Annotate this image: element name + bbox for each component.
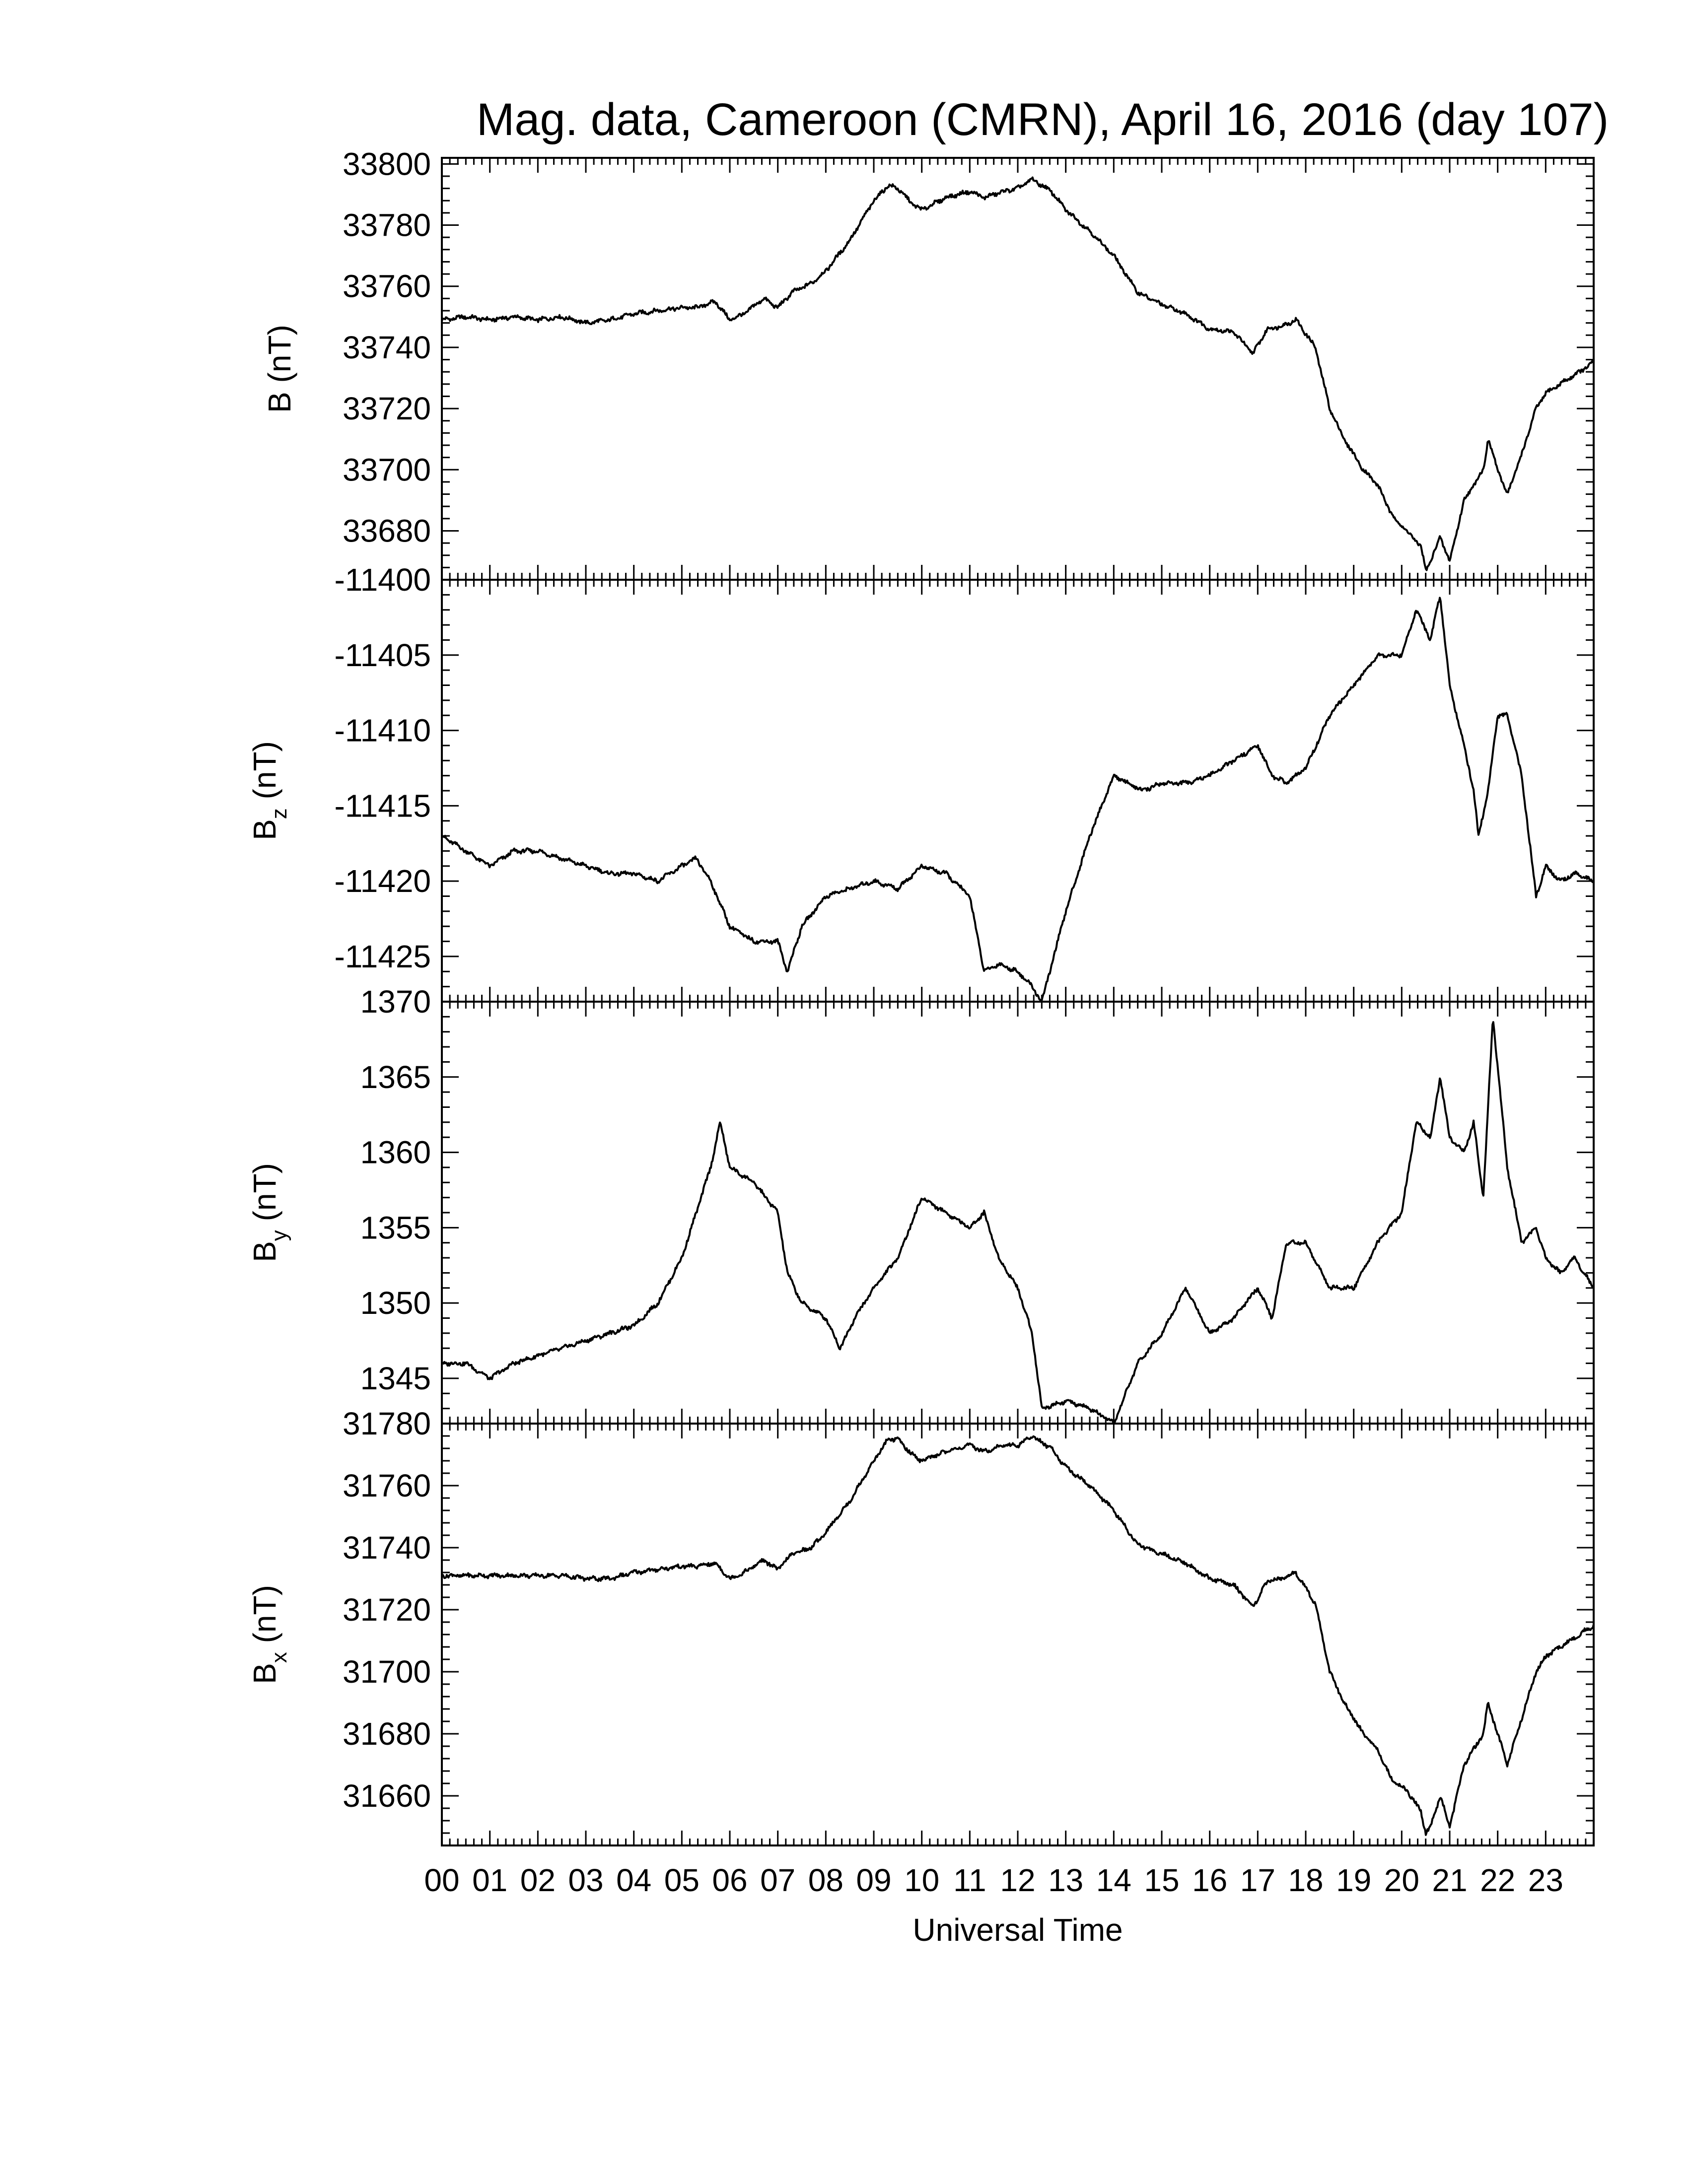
x-tick-label: 16 <box>1192 1862 1227 1898</box>
panel-frame <box>441 1001 1595 1425</box>
y-tick-label: 31780 <box>343 1406 431 1441</box>
x-tick-label: 13 <box>1048 1862 1083 1898</box>
y-tick-label: 31720 <box>343 1592 431 1628</box>
y-tick-label: 33680 <box>343 513 431 548</box>
panel-frame <box>441 1423 1595 1846</box>
x-tick-label: 05 <box>664 1862 700 1898</box>
y-tick-label: 1355 <box>360 1210 431 1245</box>
data-trace <box>441 597 1594 1002</box>
x-tick-label: 09 <box>856 1862 891 1898</box>
x-tick-label: 03 <box>568 1862 603 1898</box>
y-tick-label: -11415 <box>334 788 431 823</box>
y-tick-label: 31660 <box>343 1778 431 1814</box>
y-tick-label: 31700 <box>343 1654 431 1690</box>
x-tick-label: 07 <box>760 1862 795 1898</box>
data-trace <box>441 1435 1595 1836</box>
y-tick-label: 33780 <box>343 207 431 243</box>
x-tick-label: 11 <box>953 1862 986 1898</box>
x-tick-label: 04 <box>616 1862 651 1898</box>
x-tick-label: 17 <box>1240 1862 1275 1898</box>
x-tick-label: 19 <box>1336 1862 1371 1898</box>
x-tick-label: 00 <box>424 1862 459 1898</box>
y-tick-label: 33700 <box>343 452 431 487</box>
y-tick-label: 1365 <box>360 1059 431 1095</box>
y-tick-label: 33720 <box>343 391 431 426</box>
y-tick-label: -11420 <box>334 863 431 899</box>
panel-4: 31660 31680 31700 31720 31740 31760 31780 Bx (n… <box>247 1406 1595 1846</box>
x-tick-label: 23 <box>1528 1862 1563 1898</box>
panel-frame <box>441 579 1595 1003</box>
y-axis-label: Bx (nT) <box>247 1585 291 1684</box>
y-tick-label: 1370 <box>360 984 431 1020</box>
x-tick-label: 21 <box>1432 1862 1467 1898</box>
y-tick-label: -11405 <box>334 637 431 673</box>
data-trace <box>441 1021 1594 1424</box>
y-tick-label: 1345 <box>360 1361 431 1396</box>
y-tick-label: 31760 <box>343 1468 431 1503</box>
y-axis-label: By (nT) <box>247 1163 291 1262</box>
x-tick-label: 08 <box>808 1862 844 1898</box>
x-tick-label: 20 <box>1384 1862 1419 1898</box>
y-tick-label: -11410 <box>334 713 431 749</box>
x-tick-label: 22 <box>1480 1862 1515 1898</box>
chart-title: Mag. data, Cameroon (CMRN), April 16, 20… <box>477 94 1609 145</box>
x-tick-label: 14 <box>1096 1862 1131 1898</box>
x-tick-label: 18 <box>1288 1862 1323 1898</box>
panels-group: 33680 33700 33720 33740 33760 33780 33800 B (nT… <box>247 146 1595 1898</box>
x-tick-label: 02 <box>520 1862 556 1898</box>
x-tick-label: 15 <box>1144 1862 1179 1898</box>
panel-frame <box>441 157 1595 581</box>
x-tick-label: 01 <box>472 1862 507 1898</box>
y-tick-label: 31740 <box>343 1530 431 1566</box>
panel-1: 33680 33700 33720 33740 33760 33780 33800 B (nT… <box>262 146 1595 581</box>
y-tick-label: 31680 <box>343 1716 431 1752</box>
y-axis-label: Bz (nT) <box>247 741 291 840</box>
data-trace <box>441 176 1595 571</box>
x-tick-label: 06 <box>712 1862 747 1898</box>
y-tick-label: 1360 <box>360 1135 431 1170</box>
y-tick-label: 33740 <box>343 330 431 365</box>
y-tick-label: 33760 <box>343 269 431 304</box>
panel-2: -11425 -11420 -11415 -11410 -11405 -11400 Bz (… <box>247 562 1595 1003</box>
panel-3: 1345 1350 1355 1360 1365 1370 By (nT) <box>247 984 1595 1425</box>
y-axis-label: B (nT) <box>262 325 297 413</box>
y-tick-label: -11425 <box>334 939 431 974</box>
y-tick-label: 1350 <box>360 1285 431 1321</box>
x-tick-label: 12 <box>1000 1862 1035 1898</box>
y-tick-label: -11400 <box>334 562 431 598</box>
y-tick-label: 33800 <box>343 146 431 182</box>
x-axis-label: Universal Time <box>913 1912 1123 1948</box>
x-tick-label: 10 <box>904 1862 939 1898</box>
